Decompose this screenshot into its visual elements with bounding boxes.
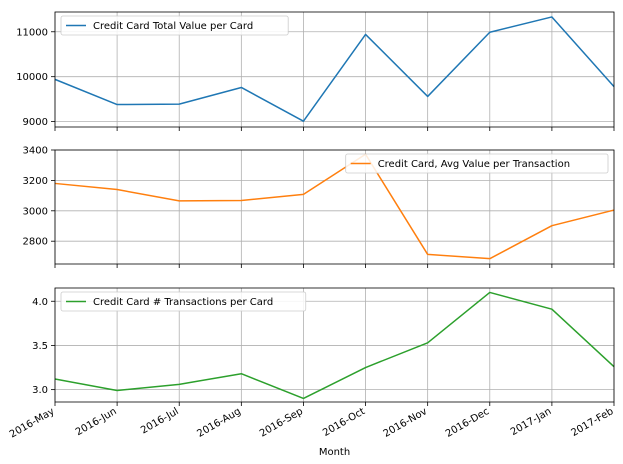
x-tick-label: 2016-Nov — [382, 406, 430, 440]
x-tick-label: 2017-Jan — [509, 406, 553, 438]
x-tick-label: 2016-Sep — [258, 406, 305, 439]
panel-frame — [54, 287, 615, 403]
y-tick-label: 3.5 — [32, 341, 48, 352]
x-tick-label: 2016-Oct — [321, 406, 367, 439]
y-tick-label: 4.0 — [32, 297, 48, 308]
series-line — [54, 291, 615, 400]
x-tick-label: 2016-Jun — [74, 406, 119, 438]
legend-box — [60, 15, 289, 36]
y-tick-label: 10000 — [16, 72, 48, 83]
panel-frame — [54, 11, 615, 128]
legend-box — [345, 153, 609, 174]
series-line — [54, 16, 615, 122]
y-tick-label: 3.0 — [32, 385, 48, 396]
y-tick-label: 3200 — [23, 176, 48, 187]
x-tick-label: 2017-Feb — [569, 406, 615, 439]
x-tick-label: 2016-Dec — [444, 406, 491, 440]
legend-label: Credit Card Total Value per Card — [93, 21, 253, 32]
y-tick-label: 11000 — [16, 27, 48, 38]
y-tick-label: 9000 — [23, 117, 48, 128]
x-tick-label: 2016-Jul — [139, 406, 181, 436]
legend-label: Credit Card # Transactions per Card — [93, 297, 273, 308]
x-tick-label: 2016-Aug — [195, 406, 242, 440]
x-tick-label: 2016-May — [8, 406, 57, 440]
y-tick-label: 3000 — [23, 206, 48, 217]
legend-box — [60, 291, 307, 312]
x-axis-title: Month — [319, 447, 350, 458]
y-tick-label: 2800 — [23, 237, 48, 248]
panel-frame — [54, 149, 615, 265]
legend-label: Credit Card, Avg Value per Transaction — [378, 159, 570, 170]
series-line — [54, 153, 615, 260]
y-tick-label: 3400 — [23, 146, 48, 157]
